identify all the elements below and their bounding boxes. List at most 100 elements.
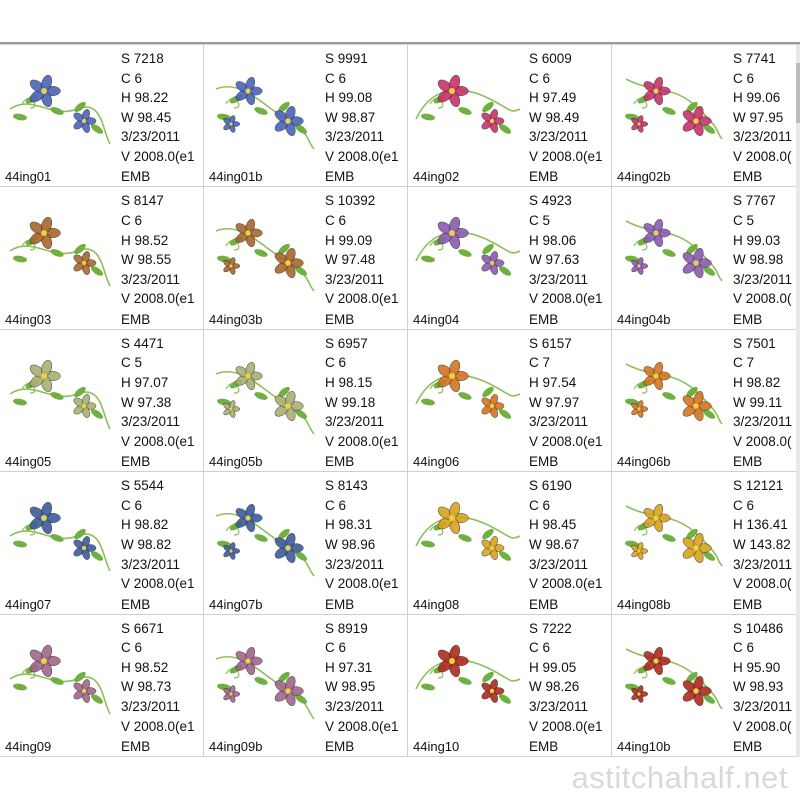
version-value: V 2008.0(e1: [121, 148, 195, 164]
design-tile[interactable]: S 12121 C 6 H 136.41 W 143.82 3/23/2011 V 200…: [612, 472, 800, 615]
color-count: C 6: [733, 640, 755, 656]
scrollbar-thumb[interactable]: [796, 63, 800, 123]
height-value: H 97.07: [121, 374, 169, 390]
embroidery-preview-image: [415, 74, 521, 134]
height-value: H 98.52: [121, 659, 169, 675]
design-tile[interactable]: S 4471 C 5 H 97.07 W 97.38 3/23/2011 V 2008.0…: [0, 329, 204, 473]
width-value: W 98.45: [121, 109, 172, 125]
version-value: V 2008.0(: [733, 433, 792, 449]
color-count: C 6: [529, 640, 551, 656]
date-value: 3/23/2011: [121, 698, 181, 714]
date-value: 3/23/2011: [529, 698, 589, 714]
version-value: V 2008.0(e1: [325, 433, 399, 449]
design-tile[interactable]: S 4923 C 5 H 98.06 W 97.63 3/23/2011 V 2008.0…: [408, 187, 612, 330]
height-value: H 99.09: [325, 232, 373, 248]
embroidery-preview-image: [625, 361, 723, 425]
version-value: V 2008.0(e1: [529, 291, 603, 307]
stitch-count: S 7741: [733, 51, 776, 66]
design-filename: 44ing07: [5, 596, 52, 612]
design-tile[interactable]: S 8147 C 6 H 98.52 W 98.55 3/23/2011 V 2008.0…: [0, 187, 204, 330]
stitch-count: S 4923: [529, 193, 572, 209]
design-tile[interactable]: S 7741 C 6 H 99.06 W 97.95 3/23/2011 V 2008.0…: [612, 45, 800, 188]
file-format: EMB: [733, 596, 763, 612]
design-filename: 44ing09: [5, 738, 52, 754]
stitch-count: S 7222: [529, 620, 572, 636]
date-value: 3/23/2011: [121, 556, 181, 572]
design-stats: S 5544 C 6 H 98.82 W 98.82 3/23/2011 V 2008.0…: [121, 476, 203, 594]
design-tile[interactable]: S 7501 C 7 H 98.82 W 99.11 3/23/2011 V 2008.0…: [612, 329, 800, 473]
embroidery-preview-image: [215, 504, 315, 577]
embroidery-preview-image: [215, 219, 315, 292]
embroidery-preview-image: [415, 217, 521, 277]
width-value: W 98.26: [529, 679, 580, 695]
width-value: W 98.55: [121, 252, 172, 268]
width-value: W 98.95: [325, 679, 376, 695]
file-format: EMB: [121, 596, 151, 612]
stitch-count: S 5544: [121, 478, 164, 494]
date-value: 3/23/2011: [529, 271, 589, 287]
design-tile[interactable]: S 8143 C 6 H 98.31 W 98.96 3/23/2011 V 2008.0…: [204, 472, 408, 615]
date-value: 3/23/2011: [121, 271, 181, 287]
stitch-count: S 7501: [733, 335, 776, 351]
stitch-count: S 6671: [121, 620, 164, 636]
version-value: V 2008.0(: [733, 718, 792, 734]
file-format: EMB: [529, 454, 559, 470]
color-count: C 5: [121, 355, 143, 371]
design-tile[interactable]: S 6957 C 6 H 98.15 W 99.18 3/23/2011 V 2008.0…: [204, 329, 408, 473]
design-stats: S 6009 C 6 H 97.49 W 98.49 3/23/2011 V 2008.0…: [529, 49, 611, 167]
version-value: V 2008.0(e1: [529, 718, 603, 734]
design-tile[interactable]: S 6190 C 6 H 98.45 W 98.67 3/23/2011 V 2008.0…: [408, 472, 612, 615]
design-tile[interactable]: S 7218 C 6 H 98.22 W 98.45 3/23/2011 V 2008.0…: [0, 45, 204, 188]
file-format: EMB: [529, 596, 559, 612]
color-count: C 6: [325, 70, 347, 86]
design-tile[interactable]: S 8919 C 6 H 97.31 W 98.95 3/23/2011 V 2008.0…: [204, 614, 408, 757]
width-value: W 99.18: [325, 394, 376, 410]
color-count: C 5: [733, 212, 755, 228]
design-tile[interactable]: S 7222 C 6 H 99.05 W 98.26 3/23/2011 V 2008.0…: [408, 614, 612, 757]
color-count: C 6: [325, 640, 347, 656]
width-value: W 98.96: [325, 536, 376, 552]
design-stats: S 7218 C 6 H 98.22 W 98.45 3/23/2011 V 2008.0…: [121, 49, 203, 167]
file-format: EMB: [529, 169, 559, 185]
stitch-count: S 4471: [121, 335, 164, 351]
embroidery-preview-image: [625, 219, 723, 282]
file-format: EMB: [121, 169, 151, 185]
file-format: EMB: [121, 454, 151, 470]
color-count: C 6: [529, 70, 551, 86]
width-value: W 97.97: [529, 394, 580, 410]
design-tile[interactable]: S 10486 C 6 H 95.90 W 98.93 3/23/2011 V 2008.…: [612, 614, 800, 757]
color-count: C 5: [529, 212, 551, 228]
file-format: EMB: [325, 169, 355, 185]
design-tile[interactable]: S 9991 C 6 H 99.08 W 98.87 3/23/2011 V 2008.0…: [204, 45, 408, 188]
width-value: W 97.48: [325, 252, 376, 268]
design-filename: 44ing02: [413, 169, 460, 185]
date-value: 3/23/2011: [733, 271, 793, 287]
color-count: C 6: [325, 355, 347, 371]
stitch-count: S 10392: [325, 193, 376, 209]
color-count: C 6: [121, 212, 143, 228]
stitch-count: S 6009: [529, 51, 572, 66]
design-tile[interactable]: S 10392 C 6 H 99.09 W 97.48 3/23/2011 V 2008.…: [204, 187, 408, 330]
date-value: 3/23/2011: [733, 698, 793, 714]
file-format: EMB: [325, 738, 355, 754]
design-tile[interactable]: S 5544 C 6 H 98.82 W 98.82 3/23/2011 V 2008.0…: [0, 472, 204, 615]
design-tile[interactable]: S 6157 C 7 H 97.54 W 97.97 3/23/2011 V 2008.0…: [408, 329, 612, 473]
design-tile[interactable]: S 7767 C 5 H 99.03 W 98.98 3/23/2011 V 2008.0…: [612, 187, 800, 330]
version-value: V 2008.0(e1: [529, 576, 603, 592]
stitch-count: S 9991: [325, 51, 368, 66]
embroidery-preview-image: [9, 217, 111, 287]
design-tile[interactable]: S 6671 C 6 H 98.52 W 98.73 3/23/2011 V 2008.0…: [0, 614, 204, 757]
file-format: EMB: [325, 454, 355, 470]
date-value: 3/23/2011: [529, 129, 589, 145]
design-stats: S 6157 C 7 H 97.54 W 97.97 3/23/2011 V 2008.0…: [529, 334, 611, 452]
width-value: W 97.38: [121, 394, 172, 410]
height-value: H 136.41: [733, 517, 788, 533]
design-tile[interactable]: S 6009 C 6 H 97.49 W 98.49 3/23/2011 V 2008.0…: [408, 45, 612, 188]
stitch-count: S 7767: [733, 193, 776, 209]
width-value: W 98.98: [733, 252, 784, 268]
color-count: C 6: [325, 212, 347, 228]
vertical-scrollbar[interactable]: [796, 45, 800, 757]
version-value: V 2008.0(e1: [325, 291, 399, 307]
design-stats: S 10392 C 6 H 99.09 W 97.48 3/23/2011 V 2008.…: [325, 191, 407, 309]
design-stats: S 7741 C 6 H 99.06 W 97.95 3/23/2011 V 2008.0…: [733, 49, 799, 167]
